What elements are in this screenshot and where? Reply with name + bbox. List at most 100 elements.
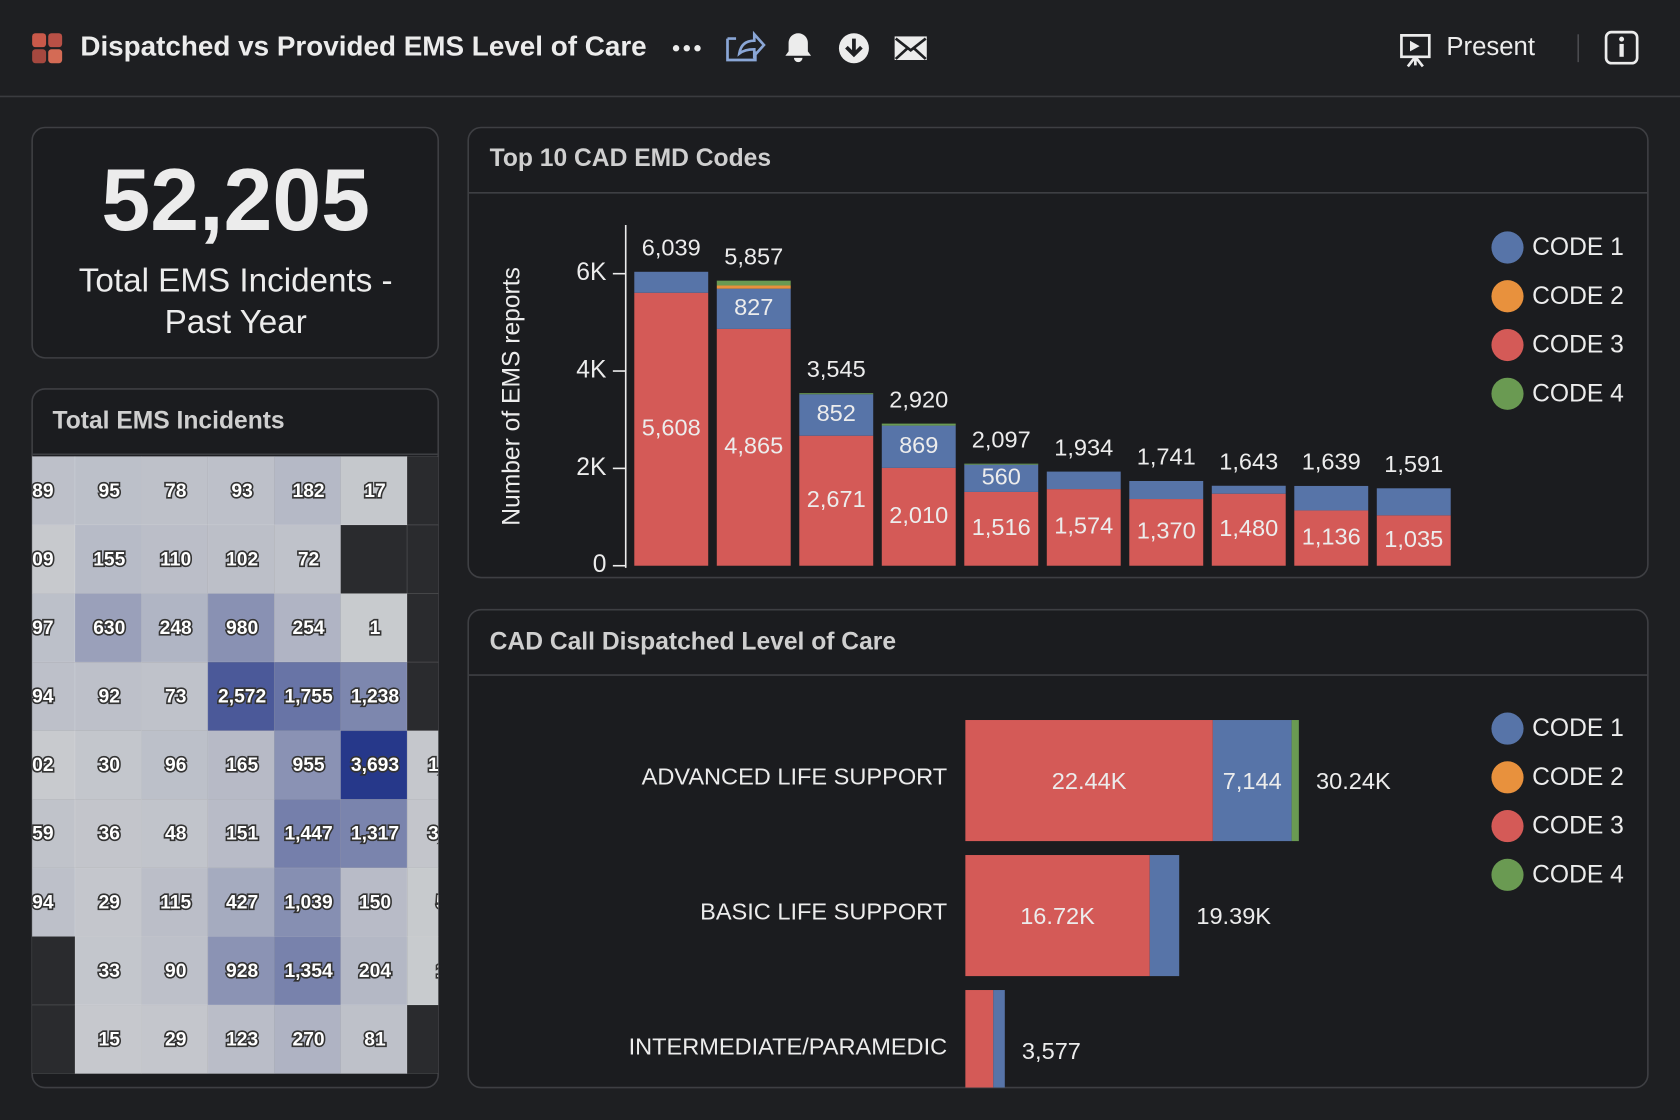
bar-segment xyxy=(1046,489,1121,566)
heatmap-cell xyxy=(406,867,439,937)
cell-label: 59 xyxy=(32,824,53,845)
cell-label: 81 xyxy=(364,1029,386,1050)
heatmap-cell xyxy=(207,524,275,594)
cell-label: 15 xyxy=(99,1029,121,1050)
segment-label: 869 xyxy=(899,432,938,458)
cell-label: 1,039 xyxy=(284,892,332,913)
cell-label: 2,572 xyxy=(218,687,266,708)
heatmap-cell xyxy=(141,593,209,663)
total-label: 1,934 xyxy=(1054,434,1113,460)
cell-label: 182 xyxy=(292,481,324,502)
cell-label: 1,755 xyxy=(284,687,332,708)
cell-label: 204 xyxy=(359,961,391,982)
cell-label: 151 xyxy=(226,824,258,845)
bell-icon[interactable] xyxy=(785,33,812,63)
share-icon[interactable] xyxy=(726,30,766,62)
bar-segment xyxy=(964,491,1039,566)
cell-label: 928 xyxy=(226,961,258,982)
cell-label: 95 xyxy=(99,481,121,502)
bar-segment xyxy=(993,990,1005,1088)
chart-panel: CAD Call Dispatched Level of Care ADVANC… xyxy=(467,608,1649,1089)
cell-label: 1 xyxy=(370,618,381,639)
heatmap-cell xyxy=(406,798,439,869)
heatmap-cell xyxy=(32,524,76,594)
heatmap-cell xyxy=(207,798,275,869)
chart-panel: Top 10 CAD EMD Codes 0 2K 4K 6K Number of EM… xyxy=(467,126,1649,579)
heatmap-cell xyxy=(32,798,76,869)
legend-marker[interactable] xyxy=(1491,810,1524,843)
heatmap-cell xyxy=(32,1004,76,1074)
segment-label: 1,370 xyxy=(1137,518,1196,544)
present-label[interactable]: Present xyxy=(1446,33,1535,61)
total-label: 19.39K xyxy=(1196,903,1271,929)
total-label: 5,857 xyxy=(724,243,783,269)
download-icon[interactable] xyxy=(838,33,869,64)
heatmap-cell xyxy=(406,524,439,594)
kpi-value: 52,205 xyxy=(101,150,370,249)
cell-label: 94 xyxy=(32,687,54,708)
category-label: ADVANCED LIFE SUPPORT xyxy=(642,764,948,790)
legend-marker[interactable] xyxy=(1491,231,1524,264)
heatmap-cell xyxy=(273,661,342,732)
segment-label: 4,865 xyxy=(724,433,783,459)
segment-label: 827 xyxy=(734,294,773,320)
legend-marker[interactable] xyxy=(1491,377,1524,410)
cell-label: 5 xyxy=(436,892,447,913)
segment-label: 1,480 xyxy=(1219,515,1278,541)
legend-marker[interactable] xyxy=(1491,280,1524,313)
heatmap-cell xyxy=(340,661,408,732)
cell-label: 48 xyxy=(165,824,187,845)
info-icon[interactable] xyxy=(1604,30,1639,65)
header: Dispatched vs Provided EMS Level of Care… xyxy=(0,30,1680,98)
total-label: 3,545 xyxy=(807,356,866,382)
present-button[interactable]: Present xyxy=(1400,33,1535,68)
cell-label: 17 xyxy=(364,481,385,502)
cell-label: 115 xyxy=(160,892,191,913)
bar-segment xyxy=(716,280,791,286)
bar-segment xyxy=(881,425,956,468)
cell-label: 90 xyxy=(165,961,186,982)
segment-label: 5,608 xyxy=(642,414,701,440)
legend-marker[interactable] xyxy=(1491,712,1524,745)
cell-label: 1,447 xyxy=(284,824,332,845)
logo xyxy=(32,33,63,64)
dashboard-title: Dispatched vs Provided EMS Level of Care xyxy=(80,31,646,62)
legend-marker[interactable] xyxy=(1491,858,1524,891)
legend-label[interactable]: CODE 1 xyxy=(1532,234,1624,261)
heatmap-cell xyxy=(74,798,142,869)
total-label: 1,643 xyxy=(1219,448,1278,474)
legend-marker[interactable] xyxy=(1491,761,1524,794)
heatmap-cell xyxy=(406,456,439,526)
bar-segment xyxy=(1291,720,1299,842)
legend-label[interactable]: CODE 3 xyxy=(1532,332,1624,359)
legend-label[interactable]: CODE 3 xyxy=(1532,813,1624,840)
segment-label: 1,516 xyxy=(972,514,1031,540)
legend-label[interactable]: CODE 2 xyxy=(1532,764,1624,791)
cell-label: 78 xyxy=(165,481,187,502)
bar-segment xyxy=(1129,480,1204,500)
legend-label[interactable]: CODE 1 xyxy=(1532,715,1624,742)
segment-label: 1,035 xyxy=(1384,526,1443,552)
segment-label: 16.72K xyxy=(1020,903,1095,929)
legend-label[interactable]: CODE 4 xyxy=(1532,380,1624,407)
chart: ADVANCED LIFE SUPPORT 22.44K 7,144 30.24K BA… xyxy=(629,720,1391,1088)
segment-label: 22.44K xyxy=(1052,768,1127,794)
cell-label: 94 xyxy=(32,892,54,913)
bar-segment xyxy=(716,285,791,289)
heatmap-cell xyxy=(141,524,209,594)
legend-label[interactable]: CODE 2 xyxy=(1532,283,1624,310)
more-menu[interactable] xyxy=(672,45,701,52)
cell-label: 1,317 xyxy=(351,824,399,845)
heatmap-cell xyxy=(406,936,439,1006)
heatmap-cell xyxy=(406,661,439,732)
bar-segment xyxy=(1046,471,1121,490)
cell-label: 150 xyxy=(359,892,391,913)
y-tick-label: 6K xyxy=(576,259,607,286)
category-label: BASIC LIFE SUPPORT xyxy=(700,899,947,925)
legend-label[interactable]: CODE 4 xyxy=(1532,861,1624,888)
mail-icon[interactable] xyxy=(894,36,927,61)
legend-marker[interactable] xyxy=(1491,328,1524,362)
heatmap-cell xyxy=(74,524,142,594)
cell-label: 29 xyxy=(165,1029,186,1050)
